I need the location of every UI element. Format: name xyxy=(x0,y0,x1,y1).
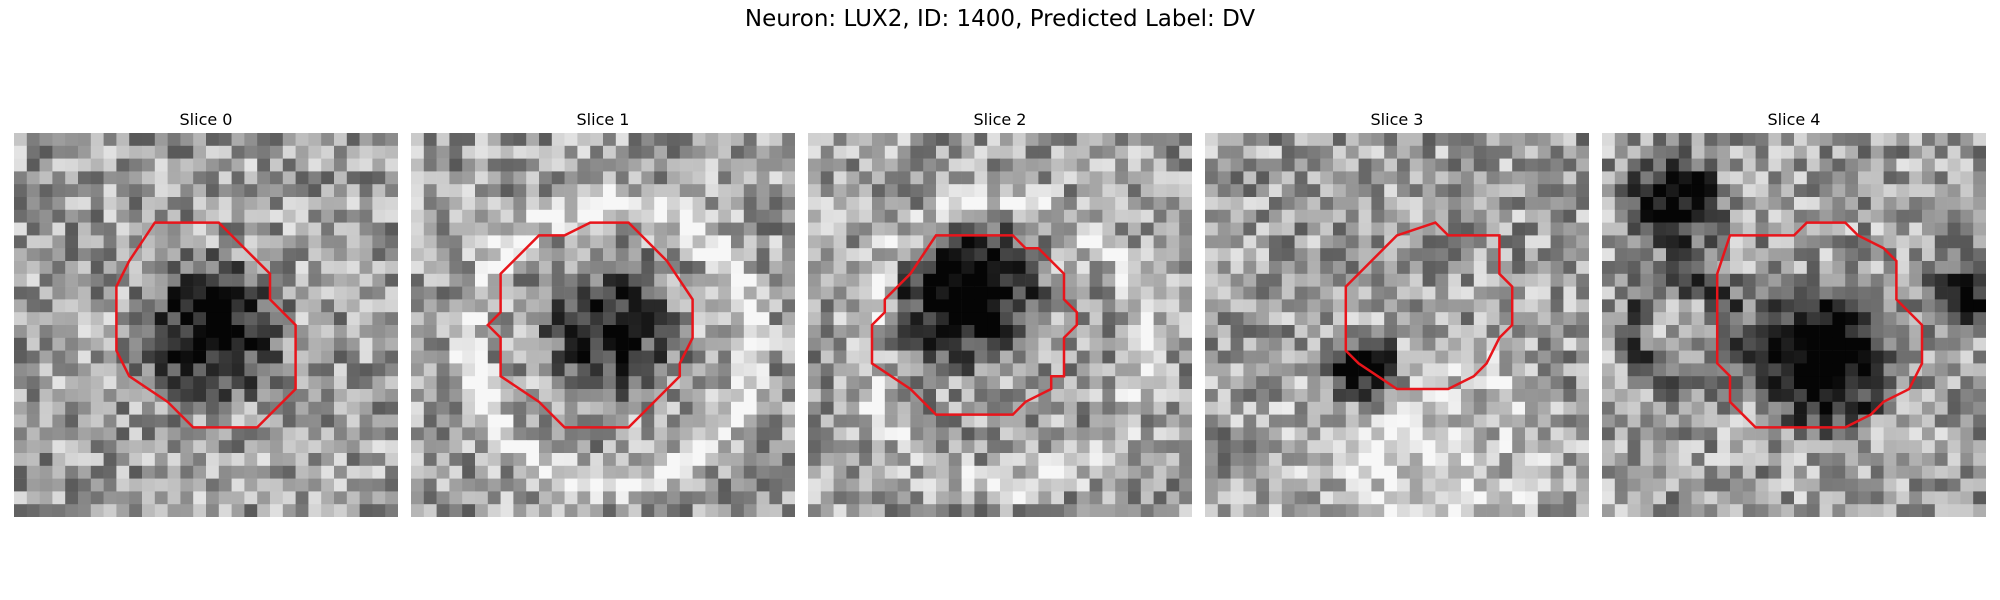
segmentation-contour xyxy=(486,221,694,429)
slice-canvas-4 xyxy=(1602,133,1986,517)
slice-title-1: Slice 1 xyxy=(576,110,630,129)
slice-canvas-1 xyxy=(411,133,795,517)
slice-image-3 xyxy=(1205,133,1589,517)
slice-title-2: Slice 2 xyxy=(973,110,1027,129)
slice-title-3: Slice 3 xyxy=(1370,110,1424,129)
slice-image-1 xyxy=(411,133,795,517)
segmentation-contour xyxy=(870,234,1079,416)
slice-image-4 xyxy=(1602,133,1986,517)
slice-image-0 xyxy=(14,133,398,517)
slice-canvas-2 xyxy=(808,133,1192,517)
slice-title-4: Slice 4 xyxy=(1767,110,1821,129)
segmentation-contour xyxy=(1344,221,1514,391)
figure-title: Neuron: LUX2, ID: 1400, Predicted Label:… xyxy=(744,6,1256,32)
slice-canvas-0 xyxy=(14,133,398,517)
slice-image-2 xyxy=(808,133,1192,517)
slice-title-0: Slice 0 xyxy=(179,110,233,129)
slice-canvas-3 xyxy=(1205,133,1589,517)
segmentation-contour xyxy=(115,221,297,429)
segmentation-contour xyxy=(1715,221,1924,429)
